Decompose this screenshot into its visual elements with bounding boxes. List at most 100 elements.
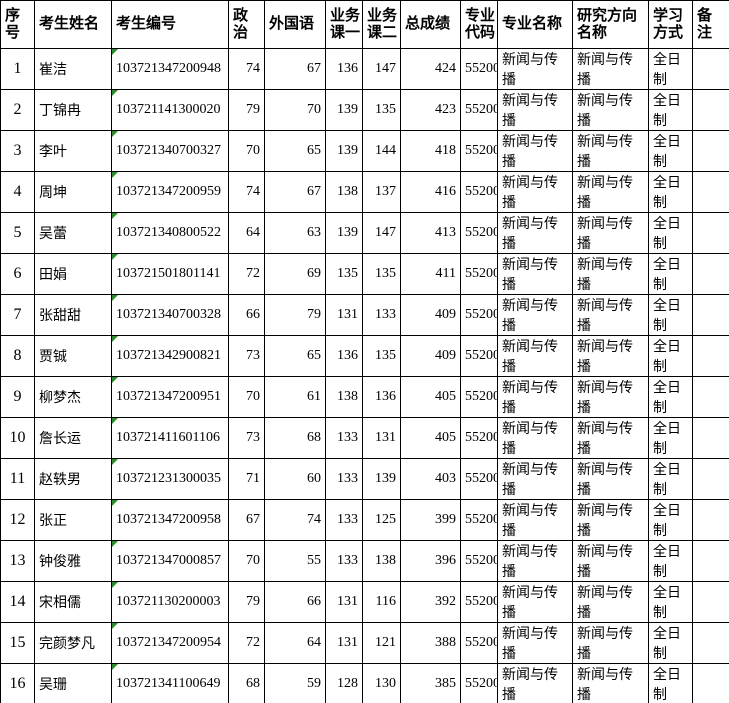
- cell-course1: 139: [325, 89, 363, 131]
- cell-major_name: 新闻与传播: [497, 622, 573, 664]
- cell-seq: 8: [0, 335, 35, 377]
- green-triangle-icon: [112, 541, 118, 547]
- green-triangle-icon: [112, 664, 118, 670]
- cell-major_code: 55200: [460, 294, 498, 336]
- cell-seq: 1: [0, 48, 35, 90]
- cell-direction: 新闻与传播: [572, 294, 649, 336]
- cell-id: 103721130200003: [111, 581, 229, 623]
- cell-id: 103721231300035: [111, 458, 229, 500]
- cell-direction: 新闻与传播: [572, 458, 649, 500]
- cell-major_code: 55200: [460, 130, 498, 172]
- cell-course1: 133: [325, 499, 363, 541]
- column-header-major_name: 专业名称: [497, 0, 573, 49]
- cell-mode: 全日制: [648, 376, 693, 418]
- cell-mode: 全日制: [648, 417, 693, 459]
- cell-course1: 133: [325, 417, 363, 459]
- cell-note: [692, 89, 729, 131]
- cell-id: 103721340800522: [111, 212, 229, 254]
- cell-id: 103721411601106: [111, 417, 229, 459]
- cell-id: 103721141300020: [111, 89, 229, 131]
- cell-politics: 70: [228, 540, 265, 582]
- cell-course2: 144: [362, 130, 401, 172]
- cell-course2: 138: [362, 540, 401, 582]
- cell-mode: 全日制: [648, 171, 693, 213]
- cell-course2: 116: [362, 581, 401, 623]
- cell-seq: 6: [0, 253, 35, 295]
- cell-course1: 133: [325, 540, 363, 582]
- cell-major_code: 55200: [460, 581, 498, 623]
- table-row: 2 丁锦冉 103721141300020 79 70 139 135 423 55200 新闻与…: [0, 89, 729, 131]
- cell-foreign: 59: [264, 663, 326, 703]
- cell-major_name: 新闻与传播: [497, 171, 573, 213]
- table-row: 4 周坤 103721347200959 74 67 138 137 416 55200 新闻与传…: [0, 171, 729, 213]
- cell-seq: 14: [0, 581, 35, 623]
- cell-id: 103721501801141: [111, 253, 229, 295]
- column-header-course2: 业务 课二: [362, 0, 401, 49]
- cell-seq: 11: [0, 458, 35, 500]
- cell-total: 409: [400, 294, 461, 336]
- cell-major_code: 55200: [460, 458, 498, 500]
- cell-foreign: 69: [264, 253, 326, 295]
- cell-politics: 67: [228, 499, 265, 541]
- green-triangle-icon: [112, 131, 118, 137]
- cell-note: [692, 622, 729, 664]
- column-header-name: 考生姓名: [34, 0, 112, 49]
- cell-foreign: 74: [264, 499, 326, 541]
- cell-major_name: 新闻与传播: [497, 89, 573, 131]
- green-triangle-icon: [112, 459, 118, 465]
- cell-seq: 10: [0, 417, 35, 459]
- cell-major_code: 55200: [460, 171, 498, 213]
- cell-course1: 135: [325, 253, 363, 295]
- cell-course1: 131: [325, 581, 363, 623]
- cell-course1: 131: [325, 294, 363, 336]
- cell-note: [692, 294, 729, 336]
- cell-course2: 131: [362, 417, 401, 459]
- cell-major_code: 55200: [460, 499, 498, 541]
- cell-major_name: 新闻与传播: [497, 417, 573, 459]
- column-header-foreign: 外国语: [264, 0, 326, 49]
- cell-note: [692, 663, 729, 703]
- cell-foreign: 64: [264, 622, 326, 664]
- cell-direction: 新闻与传播: [572, 48, 649, 90]
- table-row: 10 詹长运 103721411601106 73 68 133 131 405 55200 新闻…: [0, 417, 729, 459]
- column-header-id: 考生编号: [111, 0, 229, 49]
- cell-politics: 66: [228, 294, 265, 336]
- cell-direction: 新闻与传播: [572, 417, 649, 459]
- cell-mode: 全日制: [648, 540, 693, 582]
- cell-major_name: 新闻与传播: [497, 581, 573, 623]
- cell-name: 李叶: [34, 130, 112, 172]
- cell-total: 388: [400, 622, 461, 664]
- cell-major_name: 新闻与传播: [497, 48, 573, 90]
- table-body: 1 崔洁 103721347200948 74 67 136 147 424 55200 新闻与传…: [0, 48, 729, 703]
- cell-politics: 73: [228, 417, 265, 459]
- column-header-major_code: 专业 代码: [460, 0, 498, 49]
- cell-name: 田娟: [34, 253, 112, 295]
- cell-politics: 64: [228, 212, 265, 254]
- cell-name: 钟俊雅: [34, 540, 112, 582]
- cell-mode: 全日制: [648, 294, 693, 336]
- cell-note: [692, 212, 729, 254]
- cell-course2: 135: [362, 253, 401, 295]
- cell-total: 409: [400, 335, 461, 377]
- cell-note: [692, 130, 729, 172]
- cell-major_code: 55200: [460, 663, 498, 703]
- cell-course1: 131: [325, 622, 363, 664]
- cell-total: 403: [400, 458, 461, 500]
- cell-mode: 全日制: [648, 458, 693, 500]
- cell-seq: 2: [0, 89, 35, 131]
- green-triangle-icon: [112, 418, 118, 424]
- cell-politics: 72: [228, 622, 265, 664]
- table-row: 9 柳梦杰 103721347200951 70 61 138 136 405 55200 新闻与…: [0, 376, 729, 418]
- green-triangle-icon: [112, 500, 118, 506]
- cell-major_name: 新闻与传播: [497, 253, 573, 295]
- cell-course2: 125: [362, 499, 401, 541]
- cell-direction: 新闻与传播: [572, 376, 649, 418]
- green-triangle-icon: [112, 213, 118, 219]
- cell-note: [692, 253, 729, 295]
- cell-course2: 135: [362, 335, 401, 377]
- cell-note: [692, 48, 729, 90]
- header-row: 序 号考生姓名 考生编号 政治 外国语 业务 课一 业务 课二 总成绩 专业 代码 专业名称 研究…: [0, 0, 729, 49]
- cell-seq: 13: [0, 540, 35, 582]
- column-header-note: 备 注: [692, 0, 729, 49]
